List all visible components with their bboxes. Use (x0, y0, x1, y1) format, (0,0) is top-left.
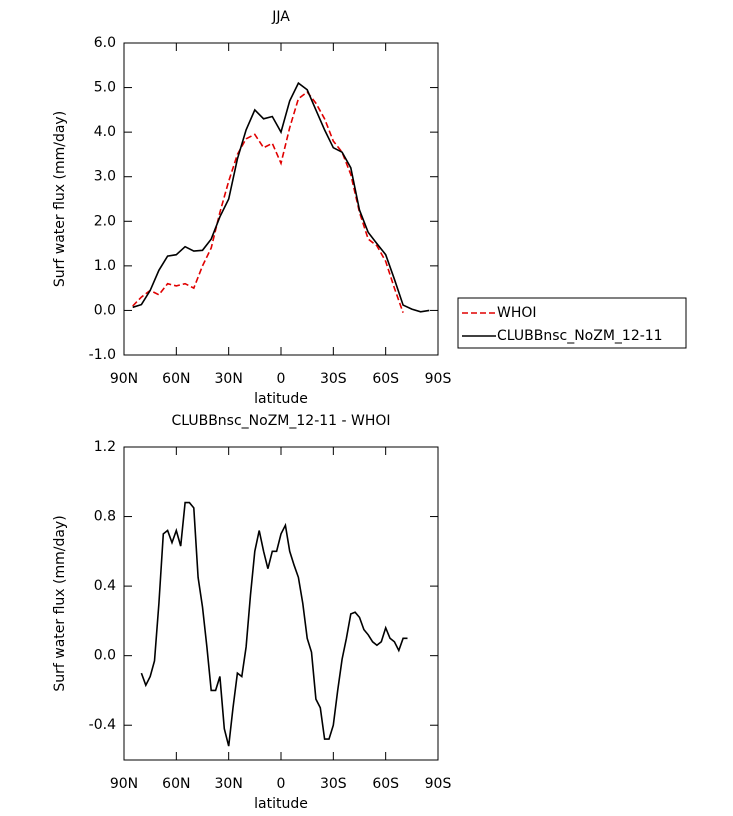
chart-title: JJA (271, 9, 290, 25)
data-line (140, 501, 408, 747)
plot-frame (123, 446, 439, 761)
x-tick-label: 90S (425, 776, 452, 792)
legend-label: WHOI (497, 305, 537, 321)
y-tick-label: 0.8 (94, 509, 116, 525)
y-tick-label: 1.0 (94, 258, 116, 274)
y-tick-label: 3.0 (94, 169, 116, 185)
x-tick-label: 60N (162, 371, 190, 387)
x-axis-label: latitude (254, 796, 308, 812)
y-tick-label: 5.0 (94, 80, 116, 96)
y-tick-label: 6.0 (94, 35, 116, 51)
x-tick-label: 30N (215, 371, 243, 387)
x-tick-label: 30S (320, 371, 347, 387)
y-tick-label: 0.0 (94, 648, 116, 664)
y-tick-label: -0.4 (89, 717, 116, 733)
x-tick-label: 60N (162, 776, 190, 792)
y-tick-label: 0.4 (94, 578, 116, 594)
x-tick-label: 60S (372, 371, 399, 387)
data-line (132, 90, 404, 313)
y-tick-label: 1.2 (94, 439, 116, 455)
x-tick-label: 30S (320, 776, 347, 792)
y-tick-label: -1.0 (89, 347, 116, 363)
y-axis-label: Surf water flux (mm/day) (52, 111, 68, 287)
x-axis-label: latitude (254, 391, 308, 407)
plot-frame (123, 42, 439, 356)
x-tick-label: 0 (277, 371, 286, 387)
x-tick-label: 30N (215, 776, 243, 792)
y-tick-label: 0.0 (94, 302, 116, 318)
y-tick-label: 4.0 (94, 124, 116, 140)
x-tick-label: 90N (110, 776, 138, 792)
chart-title: CLUBBnsc_NoZM_12-11 - WHOI (171, 413, 390, 429)
y-tick-label: 2.0 (94, 213, 116, 229)
x-tick-label: 0 (277, 776, 286, 792)
x-tick-label: 60S (372, 776, 399, 792)
legend-box (457, 297, 687, 349)
data-line (132, 81, 430, 313)
y-axis-label: Surf water flux (mm/day) (52, 515, 68, 691)
legend-label: CLUBBnsc_NoZM_12-11 (497, 328, 663, 344)
x-tick-label: 90N (110, 371, 138, 387)
x-tick-label: 90S (425, 371, 452, 387)
